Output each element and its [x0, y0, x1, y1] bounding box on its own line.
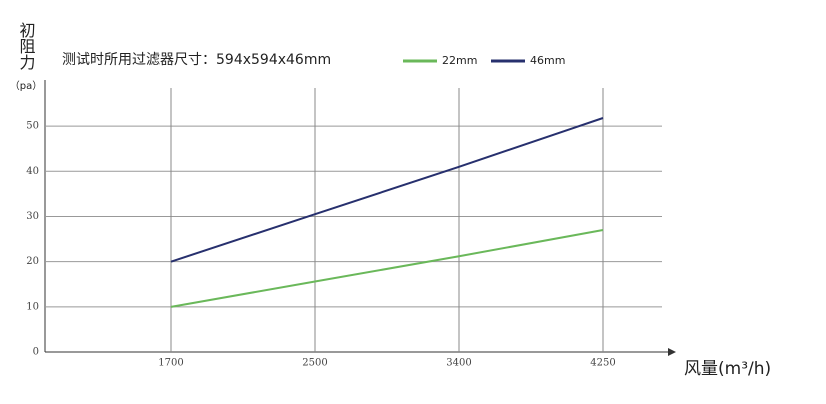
y-tick-label: 20: [26, 256, 39, 267]
x-tick-label: 3400: [446, 358, 471, 369]
legend-label: 46mm: [530, 54, 565, 67]
series-line: [170, 229, 604, 308]
x-tick-label: 2500: [302, 358, 327, 369]
x-tick-label: 4250: [590, 358, 615, 369]
x-axis-label: 风量(m³/h): [684, 359, 771, 379]
legend-label: 22mm: [442, 54, 477, 67]
chart-title: 测试时所用过滤器尺寸：594x594x46mm: [62, 52, 331, 68]
x-tick-label: 1700: [158, 358, 183, 369]
y-tick-label: 0: [33, 347, 39, 358]
x-axis-arrow: [668, 348, 676, 356]
y-tick-label: 50: [26, 121, 39, 132]
y-tick-label: 10: [26, 301, 39, 312]
y-axis-label: 初阻力: [17, 22, 36, 71]
y-tick-label: 30: [26, 211, 39, 222]
series-line: [170, 117, 604, 263]
y-axis-unit: （pa）: [10, 80, 42, 92]
y-tick-label: 40: [26, 166, 39, 177]
